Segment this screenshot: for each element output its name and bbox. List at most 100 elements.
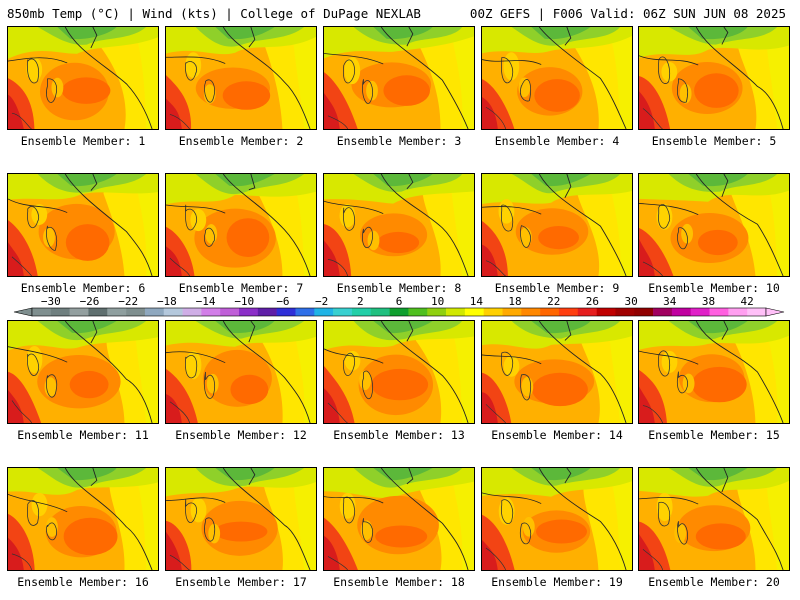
- colorbar-swatch: [483, 308, 503, 316]
- ensemble-member-map: [323, 467, 475, 571]
- colorbar-swatch: [577, 308, 597, 316]
- colorbar-tick-label: −26: [80, 295, 100, 308]
- ensemble-member-map: [165, 467, 317, 571]
- colorbar-tick-label: 2: [357, 295, 364, 308]
- ensemble-member-label: Ensemble Member: 10: [648, 281, 780, 295]
- colorbar-swatch: [107, 308, 127, 316]
- ensemble-member-label: Ensemble Member: 18: [333, 575, 465, 589]
- colorbar-high-arrow: [765, 307, 785, 317]
- ensemble-member-label: Ensemble Member: 14: [491, 428, 623, 442]
- ensemble-member-map: [638, 173, 790, 277]
- temperature-colorbar: −30 −26 −22 −18 −14 −10 −6 −2 2 6 10 14 18 22 26 30 34 38…: [13, 295, 785, 317]
- ensemble-member-label: Ensemble Member: 19: [491, 575, 623, 589]
- ensemble-member-label: Ensemble Member: 20: [648, 575, 780, 589]
- colorbar-swatch: [521, 308, 541, 316]
- header-title: 850mb Temp (°C) | Wind (kts) | College o…: [7, 6, 421, 21]
- ensemble-member-label: Ensemble Member: 17: [175, 575, 307, 589]
- colorbar-swatch: [239, 308, 259, 316]
- ensemble-member-map: [7, 320, 159, 424]
- colorbar-swatch: [747, 308, 767, 316]
- colorbar-tick-label: 38: [702, 295, 715, 308]
- colorbar-swatch: [182, 308, 202, 316]
- ensemble-member-label: Ensemble Member: 7: [178, 281, 304, 295]
- colorbar-swatch: [69, 308, 89, 316]
- colorbar-swatch: [653, 308, 673, 316]
- colorbar-tick-label: −6: [276, 295, 289, 308]
- colorbar-swatch: [596, 308, 616, 316]
- colorbar-tick-label: 18: [508, 295, 521, 308]
- colorbar-tick-label: 30: [624, 295, 637, 308]
- colorbar-tick-label: 34: [663, 295, 677, 308]
- ensemble-member-label: Ensemble Member: 4: [494, 134, 620, 148]
- ensemble-member-map: [638, 320, 790, 424]
- ensemble-member-label: Ensemble Member: 9: [494, 281, 620, 295]
- ensemble-member-map: [165, 26, 317, 130]
- colorbar-swatch: [427, 308, 447, 316]
- colorbar-swatch: [295, 308, 315, 316]
- colorbar-tick-label: −22: [118, 295, 138, 308]
- colorbar-swatch: [728, 308, 748, 316]
- colorbar-swatch: [671, 308, 692, 316]
- ensemble-member-map: [7, 26, 159, 130]
- colorbar-swatch: [370, 308, 390, 316]
- colorbar-tick-label: −18: [157, 295, 177, 308]
- colorbar-swatch: [32, 308, 52, 316]
- ensemble-member-label: Ensemble Member: 12: [175, 428, 307, 442]
- ensemble-member-map: [638, 26, 790, 130]
- colorbar-swatch: [220, 308, 240, 316]
- colorbar-swatch: [333, 308, 353, 316]
- ensemble-member-label: Ensemble Member: 8: [336, 281, 462, 295]
- colorbar-tick-label: −30: [41, 295, 61, 308]
- colorbar-swatch: [446, 308, 466, 316]
- colorbar-tick-label: −10: [234, 295, 254, 308]
- colorbar-tick-label: 22: [547, 295, 560, 308]
- ensemble-member-map: [481, 320, 633, 424]
- colorbar-swatch: [408, 308, 428, 316]
- ensemble-member-map: [638, 467, 790, 571]
- colorbar-tick-label: 26: [586, 295, 599, 308]
- header-run-info: 00Z GEFS | F006 Valid: 06Z SUN JUN 08 20…: [469, 6, 786, 21]
- ensemble-member-label: Ensemble Member: 6: [20, 281, 146, 295]
- colorbar-swatch: [389, 308, 409, 316]
- colorbar-tick-label: −14: [196, 295, 216, 308]
- colorbar-swatch: [351, 308, 372, 316]
- colorbar-swatch: [502, 308, 522, 316]
- ensemble-member-map: [323, 320, 475, 424]
- ensemble-member-label: Ensemble Member: 1: [20, 134, 146, 148]
- ensemble-member-label: Ensemble Member: 3: [336, 134, 462, 148]
- colorbar-swatch: [201, 308, 221, 316]
- ensemble-member-map: [7, 467, 159, 571]
- colorbar-tick-label: 14: [470, 295, 484, 308]
- colorbar-swatch: [276, 308, 296, 316]
- colorbar-swatch: [634, 308, 654, 316]
- colorbar-tick-label: 10: [431, 295, 444, 308]
- colorbar-swatch: [709, 308, 729, 316]
- ensemble-member-map: [481, 173, 633, 277]
- colorbar-tick-label: −2: [315, 295, 328, 308]
- ensemble-member-label: Ensemble Member: 5: [651, 134, 777, 148]
- ensemble-member-map: [7, 173, 159, 277]
- colorbar-swatch: [88, 308, 108, 316]
- ensemble-member-map: [323, 26, 475, 130]
- ensemble-member-label: Ensemble Member: 11: [17, 428, 149, 442]
- ensemble-member-map: [165, 320, 317, 424]
- ensemble-member-label: Ensemble Member: 16: [17, 575, 149, 589]
- colorbar-swatch: [163, 308, 183, 316]
- ensemble-member-map: [481, 467, 633, 571]
- colorbar-swatch: [257, 308, 277, 316]
- colorbar-swatch: [464, 308, 484, 316]
- colorbar-swatch: [126, 308, 146, 316]
- ensemble-member-label: Ensemble Member: 2: [178, 134, 304, 148]
- colorbar-tick-label: 6: [396, 295, 403, 308]
- colorbar-swatch: [615, 308, 635, 316]
- colorbar-swatch: [558, 308, 579, 316]
- ensemble-member-map: [481, 26, 633, 130]
- colorbar-swatch: [690, 308, 710, 316]
- ensemble-member-map: [323, 173, 475, 277]
- colorbar-swatch: [50, 308, 70, 316]
- colorbar-swatch: [144, 308, 165, 316]
- colorbar-swatch: [314, 308, 334, 316]
- colorbar-tick-label: 42: [741, 295, 754, 308]
- ensemble-member-map: [165, 173, 317, 277]
- colorbar-swatch: [540, 308, 560, 316]
